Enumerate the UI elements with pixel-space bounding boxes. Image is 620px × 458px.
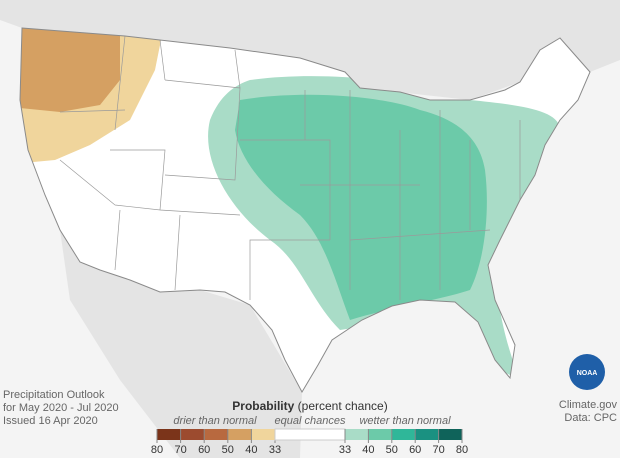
legend-tick-label: 33 <box>339 444 351 456</box>
credit: Data: CPC <box>564 412 617 424</box>
caption-line: Precipitation Outlook <box>3 389 105 401</box>
legend-title-main: Probability <box>232 399 294 413</box>
legend-swatch <box>180 429 205 440</box>
legend-swatch <box>227 429 252 440</box>
legend-tick-label: 50 <box>222 444 234 456</box>
legend-swatch <box>204 429 228 440</box>
legend: 80 70 60 50 40 33 33 40 50 60 70 80 <box>151 428 468 456</box>
legend-swatch <box>251 429 275 440</box>
legend-tick-label: 60 <box>198 444 210 456</box>
legend-swatch <box>438 429 462 440</box>
legend-swatch <box>391 429 416 440</box>
state-borders <box>59 35 521 300</box>
wetter-label: wetter than normal <box>359 415 451 427</box>
caption-line: for May 2020 - Jul 2020 <box>3 402 119 414</box>
legend-swatch <box>274 428 346 441</box>
legend-tick-label: 80 <box>456 444 468 456</box>
legend-title: Probability (percent chance) <box>232 399 387 413</box>
legend-swatch <box>157 429 181 440</box>
legend-tick-label: 40 <box>362 444 374 456</box>
wetter-50 <box>235 94 487 320</box>
legend-swatch <box>368 429 392 440</box>
legend-swatch <box>345 429 369 440</box>
logo-text: NOAA <box>577 370 598 377</box>
legend-tick-label: 40 <box>245 444 257 456</box>
legend-tick-label: 33 <box>269 444 281 456</box>
drier-50 <box>20 28 120 112</box>
canada <box>0 0 620 100</box>
credit: Climate.gov <box>559 399 618 411</box>
legend-tick-label: 70 <box>432 444 444 456</box>
drier-label: drier than normal <box>173 415 257 427</box>
legend-tick-label: 50 <box>386 444 398 456</box>
legend-swatch <box>415 429 439 440</box>
legend-tick-label: 70 <box>174 444 186 456</box>
legend-tick-label: 80 <box>151 444 163 456</box>
equal-label: equal chances <box>275 415 346 427</box>
mexico <box>60 230 302 458</box>
legend-tick-label: 60 <box>409 444 421 456</box>
legend-title-note: (percent chance) <box>298 399 388 413</box>
noaa-logo <box>569 354 605 390</box>
caption-line: Issued 16 Apr 2020 <box>3 415 98 427</box>
